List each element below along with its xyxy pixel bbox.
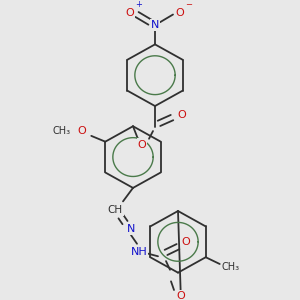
Text: O: O [126, 8, 134, 18]
Text: CH₃: CH₃ [52, 126, 70, 136]
Text: O: O [77, 126, 86, 136]
Text: −: − [185, 0, 193, 9]
Text: N: N [151, 20, 159, 30]
Text: NH: NH [130, 248, 147, 257]
Text: CH: CH [107, 205, 123, 215]
Text: O: O [178, 110, 186, 120]
Text: O: O [177, 291, 185, 300]
Text: CH₃: CH₃ [222, 262, 240, 272]
Text: O: O [182, 237, 190, 247]
Text: O: O [176, 8, 184, 18]
Text: +: + [136, 0, 142, 9]
Text: O: O [138, 140, 146, 150]
Text: N: N [127, 224, 135, 234]
